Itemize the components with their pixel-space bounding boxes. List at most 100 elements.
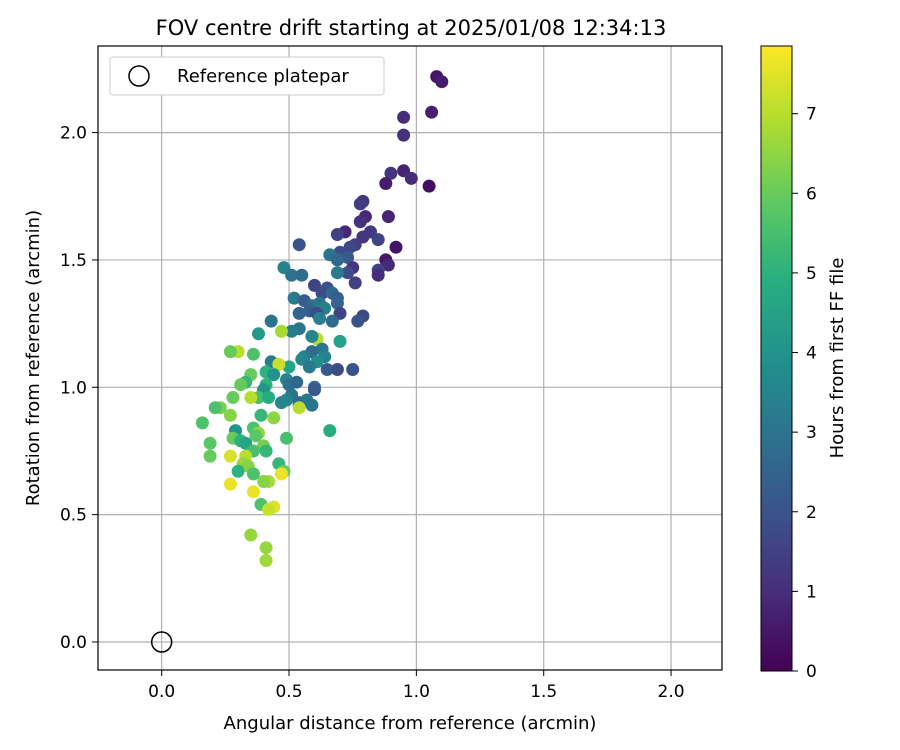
data-point [280, 431, 293, 445]
data-point [287, 291, 301, 305]
data-point [333, 334, 347, 348]
y-axis-ticks: 0.0 0.5 1.0 1.5 2.0 [60, 124, 98, 653]
data-point [272, 357, 286, 371]
y-tick-label: 1.0 [60, 378, 87, 398]
colorbar-gradient [760, 45, 793, 672]
data-point [226, 391, 240, 404]
colorbar-label: Hours from first FF file [827, 258, 848, 459]
data-point [274, 324, 288, 338]
legend: Reference platepar [109, 56, 385, 96]
data-point [262, 503, 276, 516]
data-point [343, 240, 357, 254]
data-point [353, 215, 367, 229]
data-point [223, 408, 237, 422]
data-point [346, 363, 360, 376]
data-point [435, 75, 449, 89]
legend-box [109, 56, 385, 96]
data-point [267, 368, 281, 382]
data-point [246, 467, 260, 481]
data-point [282, 360, 296, 374]
data-point [234, 378, 248, 392]
reference-platepar-marker [150, 631, 173, 653]
data-point [305, 329, 319, 343]
data-point [203, 449, 217, 463]
x-tick-label: 1.0 [403, 682, 430, 702]
data-point [422, 179, 436, 193]
data-point [208, 401, 222, 415]
data-point [259, 444, 273, 458]
data-point [330, 228, 344, 241]
data-point [295, 268, 309, 282]
y-tick-label: 1.5 [60, 251, 87, 271]
data-point [371, 268, 385, 282]
data-point [246, 485, 260, 499]
data-point [267, 411, 281, 425]
data-point [384, 166, 398, 180]
colorbar-tick-label: 7 [806, 105, 817, 125]
data-point [323, 424, 337, 438]
x-tick-label: 2.0 [658, 682, 685, 702]
data-point [223, 345, 237, 359]
data-point [259, 541, 273, 555]
colorbar-ticks: 0 1 2 3 4 5 6 7 [792, 105, 817, 682]
chart-title: FOV centre drift starting at 2025/01/08 … [156, 16, 667, 40]
data-point [330, 266, 344, 280]
colorbar-tick-label: 2 [806, 503, 817, 523]
data-point [262, 391, 276, 404]
legend-marker-icon [128, 65, 150, 87]
grid [98, 46, 722, 670]
data-points [195, 70, 449, 567]
data-point [259, 554, 273, 567]
data-point [302, 360, 316, 374]
y-axis-label: Rotation from reference (arcmin) [23, 210, 44, 506]
plot-frame [97, 45, 723, 671]
data-point [381, 258, 395, 272]
data-point [351, 314, 365, 328]
data-point [330, 253, 344, 267]
data-point [313, 312, 327, 325]
plot-area: 0.0 0.5 1.0 1.5 2.0 0.0 0.5 1.0 1.5 2.0 [60, 45, 723, 702]
data-point [330, 363, 344, 376]
y-tick-label: 0.0 [60, 633, 87, 653]
data-point [254, 408, 268, 422]
data-point [203, 436, 217, 450]
colorbar: 0 1 2 3 4 5 6 7 Hours from first FF file [760, 45, 848, 682]
legend-label: Reference platepar [177, 66, 349, 87]
data-point [404, 171, 418, 185]
data-point [341, 266, 355, 280]
x-axis-label: Angular distance from reference (arcmin) [224, 713, 597, 734]
data-point [246, 347, 260, 361]
data-point [379, 177, 393, 190]
x-tick-label: 0.0 [148, 682, 175, 702]
data-point [257, 475, 271, 488]
data-point [353, 197, 367, 211]
data-point [397, 110, 411, 124]
data-point [223, 477, 237, 491]
colorbar-tick-label: 1 [806, 582, 817, 602]
y-tick-label: 2.0 [60, 124, 87, 144]
colorbar-tick-label: 5 [806, 264, 817, 284]
data-point [290, 375, 304, 389]
data-point [292, 238, 306, 252]
data-point [330, 296, 344, 310]
x-tick-label: 1.5 [530, 682, 557, 702]
data-point [223, 449, 237, 463]
data-point [381, 210, 395, 224]
data-point [264, 314, 278, 328]
data-point [308, 383, 321, 397]
data-point [195, 416, 209, 430]
colorbar-tick-label: 6 [806, 184, 817, 204]
data-point [231, 464, 245, 478]
data-point [292, 401, 306, 415]
colorbar-tick-label: 3 [806, 423, 817, 443]
data-point [252, 327, 265, 341]
data-point [371, 233, 385, 247]
data-point [274, 396, 288, 410]
colorbar-tick-label: 0 [806, 662, 817, 682]
data-point [325, 314, 339, 328]
data-point [244, 528, 258, 542]
x-tick-label: 0.5 [275, 682, 302, 702]
data-point [285, 324, 299, 338]
